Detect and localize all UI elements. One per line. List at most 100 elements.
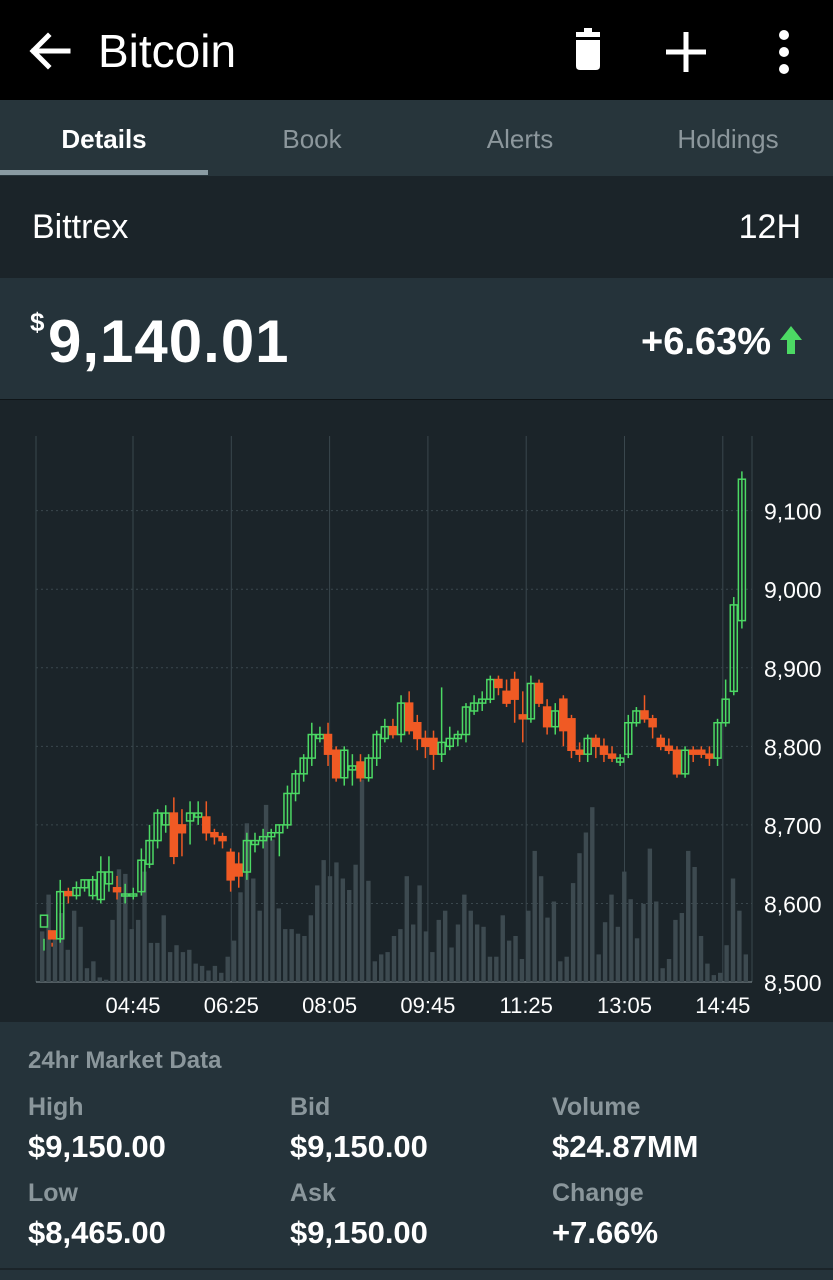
volume-bar [385,952,390,982]
candle-body [283,792,292,826]
stat-value: $9,150.00 [290,1129,428,1164]
stat-low: Low $8,465.00 [28,1178,278,1252]
volume-bar [481,926,486,982]
trash-icon[interactable] [564,26,612,78]
candle-body [129,893,138,897]
volume-bar [455,924,461,982]
period-selector[interactable]: 12H [738,208,801,246]
volume-bar [251,878,256,982]
volume-bar [97,977,102,982]
volume-bar [302,936,307,982]
volume-bar [417,885,422,982]
candle-body [356,761,365,779]
divider [0,1268,833,1270]
volume-bar [730,878,736,982]
candle-body [372,733,381,759]
volume-bar [225,956,230,982]
tab-alerts[interactable]: Alerts [486,124,554,154]
volume-bar [116,869,122,982]
candle-body [713,721,722,759]
volume-bar [84,968,90,982]
candle-body [599,745,609,755]
volume-bar [142,871,147,982]
volume-bar [315,885,320,982]
volume-bar [634,938,640,982]
candle-body [177,824,187,834]
volume-bar [487,956,493,982]
x-tick-label: 09:45 [400,993,455,1018]
candle-body [477,698,487,704]
x-tick-label: 14:45 [695,993,750,1018]
exchange-bar: Bittrex 12H [0,176,833,278]
candle-body [39,914,49,928]
y-tick-label: 8,900 [764,656,822,682]
candle-body [494,678,503,689]
volume-bar [71,910,77,982]
candle-body [486,678,495,700]
y-tick-label: 8,700 [764,813,822,839]
candle-body [583,737,592,755]
candle-body [640,710,649,720]
stat-label: Volume [552,1093,641,1121]
x-tick-label: 13:05 [597,993,652,1018]
candle-body [656,737,665,748]
volume-bar [666,959,672,982]
candle-body [315,733,325,740]
volume-bar [212,965,218,982]
y-tick-label: 8,600 [764,891,822,917]
stat-bid: Bid $9,150.00 [290,1092,540,1166]
candle-body [388,725,398,736]
volume-bar [129,929,134,982]
volume-bar [276,908,282,982]
candle-body [55,890,65,940]
volume-bar [558,961,563,982]
candle-body [737,478,747,622]
volume-bar [155,942,160,982]
volume-bar [372,961,378,982]
candle-body [421,737,430,748]
volume-bar [59,913,64,982]
volume-bar [442,910,448,982]
volume-bar [366,880,371,982]
y-tick-label: 8,800 [764,734,822,760]
candle-body [502,690,511,704]
candle-body [169,812,179,858]
volume-bar [647,848,653,982]
volume-bar [545,917,550,982]
volume-bar [167,952,173,982]
volume-bar [692,867,697,982]
volume-bar [238,892,243,982]
volume-bar [718,972,723,982]
candlestick-chart[interactable]: 9,100 9,000 8,900 8,800 8,700 8,600 8,500 04:45… [0,400,833,1022]
stat-value: $24.87MM [552,1129,699,1164]
stat-ask: Ask $9,150.00 [290,1178,540,1252]
tab-holdings[interactable]: Holdings [677,124,779,154]
back-arrow-icon[interactable] [26,28,72,74]
candle-body [469,702,479,712]
price-chart[interactable]: 9,100 9,000 8,900 8,800 8,700 8,600 8,500 04:45… [0,400,833,1022]
volume-bar [698,936,704,982]
candle-body [258,835,268,842]
volume-bar [295,933,301,982]
candle-body [526,682,536,720]
volume-bar [199,965,205,982]
plus-icon[interactable] [662,26,710,78]
stat-high: High $9,150.00 [28,1092,278,1166]
candle-body [575,749,584,755]
volume-bar [583,832,589,982]
volume-bar [410,924,416,982]
tab-details[interactable]: Details [61,124,147,154]
volume-bar [538,876,544,982]
exchange-selector[interactable]: Bittrex [32,208,129,246]
volume-bar [679,913,685,982]
candle-body [323,733,333,755]
more-vert-icon[interactable] [760,26,808,78]
volume-bar [570,883,576,982]
stat-label: Ask [290,1179,336,1207]
candle-body [120,893,130,897]
candle-body [624,721,633,755]
candle-body [218,835,227,842]
tab-book[interactable]: Book [282,124,342,154]
volume-bar [148,942,154,982]
candle-body [275,824,284,834]
